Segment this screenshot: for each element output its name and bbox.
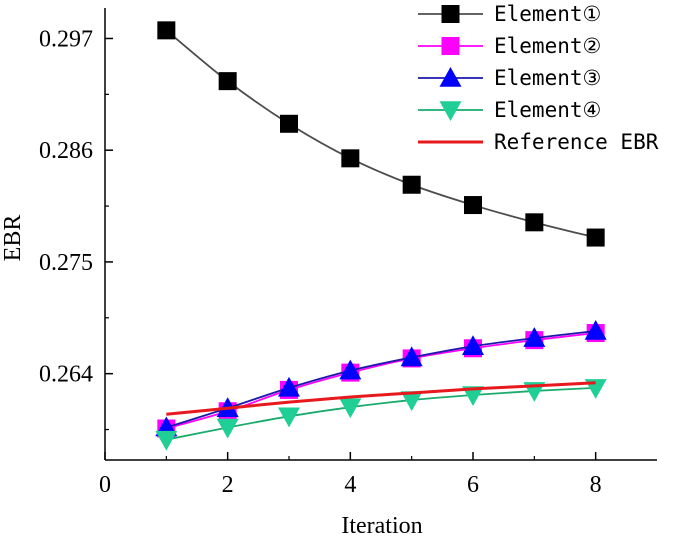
axes — [104, 8, 657, 461]
x-tick-label: 8 — [590, 472, 602, 498]
series-1-point — [341, 149, 360, 168]
legend-label: Reference EBR — [494, 130, 659, 154]
series-4-point — [278, 407, 300, 428]
series-5 — [166, 381, 596, 416]
legend: Element① Element② Element③ Element④ Referenc… — [418, 2, 659, 154]
series-3-point — [400, 346, 423, 367]
x-tick-label: 0 — [99, 472, 111, 498]
legend-item: Element② — [418, 34, 601, 58]
y-ticks: 0.264 0.275 0.286 0.297 — [39, 26, 113, 431]
legend-label: Element① — [494, 2, 601, 26]
series-1-point — [525, 213, 544, 232]
series-1 — [157, 21, 605, 247]
series-3-point — [278, 376, 300, 397]
x-tick-label: 2 — [222, 472, 234, 498]
legend-label: Element④ — [494, 98, 601, 122]
legend-item: Element① — [418, 2, 601, 26]
y-tick-label: 0.275 — [39, 250, 93, 276]
series-1-point — [218, 72, 237, 91]
x-tick-label: 4 — [344, 472, 356, 498]
series-4-point — [400, 391, 423, 412]
x-tick-label: 6 — [467, 472, 479, 498]
series-4-point — [462, 386, 484, 406]
series-4-point — [339, 398, 362, 419]
y-tick-label: 0.264 — [39, 362, 93, 388]
plot-series — [155, 21, 607, 451]
x-ticks: 0 2 4 6 8 — [99, 452, 602, 498]
legend-marker — [441, 5, 460, 23]
x-axis-title: Iteration — [341, 513, 422, 538]
legend-marker — [439, 67, 462, 87]
legend-item: Reference EBR — [418, 130, 659, 154]
legend-item: Element③ — [418, 66, 601, 90]
legend-marker — [439, 101, 462, 121]
series-3-point — [339, 359, 362, 380]
series-3-point — [462, 335, 484, 356]
series-1-point — [402, 175, 421, 194]
series-5-line — [166, 381, 596, 416]
series-3-point — [523, 327, 546, 347]
y-tick-label: 0.297 — [39, 26, 93, 52]
y-tick-label: 0.286 — [39, 138, 93, 164]
series-1-point — [280, 114, 298, 133]
legend-item: Element④ — [418, 98, 601, 122]
y-axis-title: EBR — [0, 215, 26, 262]
series-1-point — [586, 228, 605, 247]
series-4-point — [155, 430, 178, 451]
legend-label: Element③ — [494, 66, 601, 90]
legend-marker — [441, 37, 460, 55]
series-3-point — [584, 320, 607, 340]
series-4-point — [216, 418, 239, 439]
series-1-point — [157, 21, 176, 40]
legend-label: Element② — [494, 34, 601, 58]
series-1-point — [464, 196, 482, 215]
